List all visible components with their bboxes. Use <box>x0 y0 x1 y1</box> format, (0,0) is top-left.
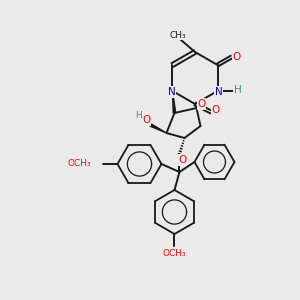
Text: O: O <box>232 52 241 62</box>
Text: OCH₃: OCH₃ <box>68 160 92 169</box>
Polygon shape <box>172 91 176 113</box>
Text: N: N <box>168 87 176 97</box>
Text: OCH₃: OCH₃ <box>163 248 186 257</box>
Text: O: O <box>178 155 187 165</box>
Polygon shape <box>150 124 166 133</box>
Text: H: H <box>234 85 242 95</box>
Text: N: N <box>214 87 222 97</box>
Text: O: O <box>142 115 151 125</box>
Text: O: O <box>212 105 220 115</box>
Text: O: O <box>197 99 206 109</box>
Text: CH₃: CH₃ <box>170 31 186 40</box>
Text: H: H <box>135 112 142 121</box>
